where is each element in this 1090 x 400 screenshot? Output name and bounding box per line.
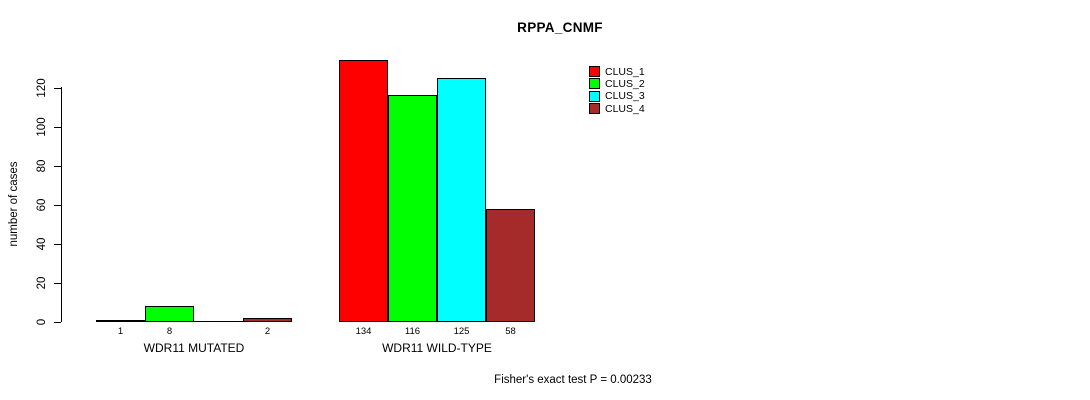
group-label: WDR11 MUTATED <box>143 341 245 355</box>
fisher-test-annotation: Fisher's exact test P = 0.00233 <box>494 374 652 386</box>
bar-clus_1 <box>96 320 145 322</box>
bar-value-label: 116 <box>404 326 421 337</box>
y-tick-label: 80 <box>36 159 48 173</box>
chart-title: RPPA_CNMF <box>517 20 603 35</box>
y-axis-label: number of cases <box>8 161 20 247</box>
y-tick <box>54 244 61 245</box>
legend-item-clus_2: CLUS_2 <box>589 77 645 90</box>
bar-value-label: 58 <box>505 326 516 337</box>
bar-clus_3 <box>437 78 486 322</box>
bar-clus_4 <box>486 209 535 322</box>
y-tick <box>54 88 61 89</box>
bar-value-label: 134 <box>355 326 372 337</box>
legend-item-clus_1: CLUS_1 <box>589 65 645 78</box>
y-tick-label: 20 <box>36 276 48 290</box>
legend-swatch <box>589 78 600 90</box>
legend-item-clus_4: CLUS_4 <box>589 102 645 115</box>
bar-value-label: 125 <box>453 326 470 337</box>
y-tick <box>54 205 61 206</box>
group-label: WDR11 WILD-TYPE <box>382 341 492 355</box>
y-tick-label: 0 <box>36 318 48 326</box>
bar-value-label: 1 <box>117 326 124 337</box>
bar-value-label: 2 <box>264 326 271 337</box>
y-tick-label: 120 <box>36 78 48 98</box>
bar-clus_2 <box>145 306 194 322</box>
legend-label: CLUS_1 <box>605 65 645 78</box>
legend-swatch <box>589 90 600 102</box>
y-tick <box>54 166 61 167</box>
y-tick <box>54 127 61 128</box>
legend-swatch <box>589 66 600 77</box>
bar-clus_3 <box>194 321 243 322</box>
bar-clus_1 <box>339 60 388 322</box>
bar-clus_4 <box>243 318 292 322</box>
legend-label: CLUS_4 <box>605 102 645 115</box>
y-tick-label: 40 <box>36 237 48 251</box>
y-tick-label: 100 <box>36 117 48 137</box>
y-axis-line <box>61 87 62 322</box>
legend-label: CLUS_3 <box>605 90 645 103</box>
legend-label: CLUS_2 <box>605 77 645 90</box>
legend-swatch <box>589 103 600 115</box>
legend-item-clus_3: CLUS_3 <box>589 90 645 103</box>
bar-value-label: 8 <box>166 326 173 337</box>
y-tick-label: 60 <box>36 198 48 212</box>
y-tick <box>54 283 61 284</box>
bar-clus_2 <box>388 95 437 322</box>
y-tick <box>54 322 61 323</box>
